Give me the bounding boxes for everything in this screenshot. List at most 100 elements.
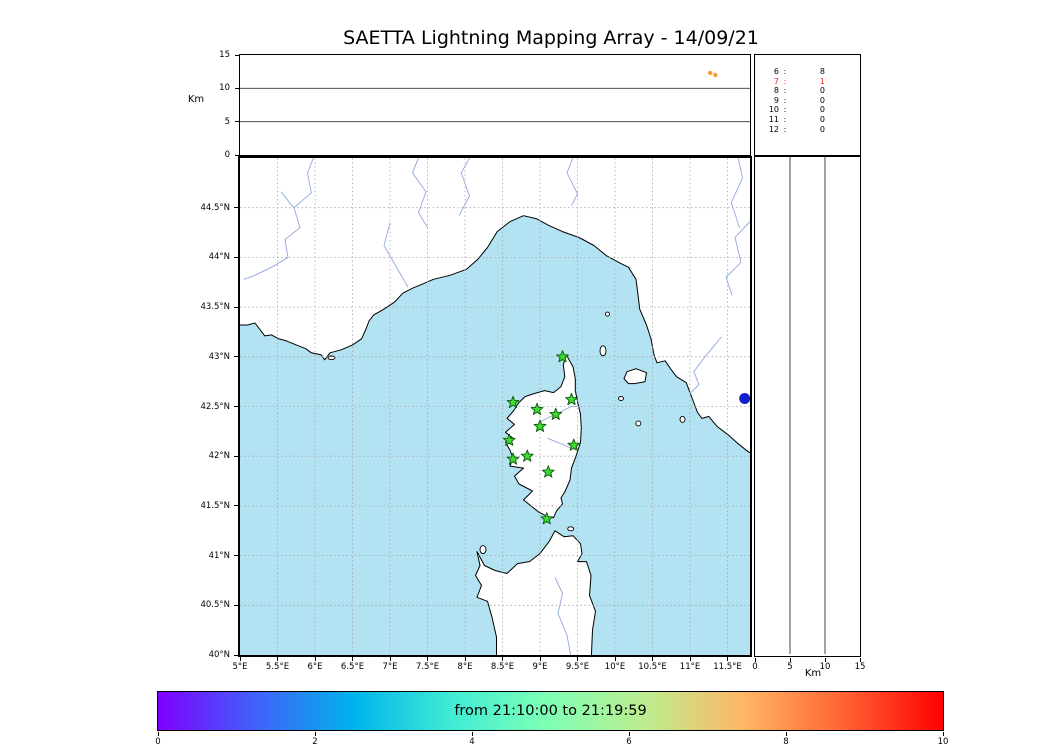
lma-station-star — [540, 512, 554, 525]
hist-tick-label: 15 — [854, 662, 866, 672]
lat-tick-mark — [234, 207, 238, 209]
lon-tick-label: 7°E — [382, 662, 398, 672]
colorbar: from 21:10:00 to 21:19:59 — [157, 691, 944, 731]
river — [554, 577, 572, 655]
lat-tick-label: 41.5°N — [200, 500, 230, 511]
colorbar-tick-label: 10 — [937, 737, 949, 747]
station-count-cell: : — [783, 105, 787, 115]
coastline-france-italy-mainland — [240, 158, 750, 454]
station-count-row: 7: 1 — [755, 77, 860, 87]
hist-tick-label: 5 — [787, 662, 793, 672]
station-count-row: 6: 8 — [755, 67, 860, 77]
histogram-axis-label: Km — [804, 668, 822, 679]
lon-tick-mark — [652, 657, 653, 661]
island-gorgona — [605, 311, 610, 317]
island-capraia — [599, 345, 607, 357]
lat-tick-mark — [234, 455, 238, 457]
station-count-cell: 0 — [819, 124, 825, 134]
station-count-cell: 0 — [819, 114, 825, 124]
lon-tick-label: 11°E — [679, 662, 701, 672]
station-count-row: 11: 0 — [755, 115, 860, 125]
lon-tick-label: 5.5°E — [265, 662, 290, 672]
hist-tick-mark — [824, 658, 826, 662]
lat-tick-mark — [234, 406, 238, 407]
station-count-row: 8: 0 — [755, 86, 860, 96]
lon-tick-mark — [427, 657, 428, 661]
lat-tick-mark — [234, 306, 238, 308]
colorbar-tick-mark — [314, 732, 316, 736]
station-count-cell: 7 — [773, 76, 779, 86]
lon-tick-label: 11.5°E — [713, 662, 742, 672]
colorbar-tick-mark — [785, 732, 787, 736]
station-count-cell: : — [783, 114, 787, 124]
station-count-table: 6:8 7:1 8:0 9:0 10:0 11:0 12:0 — [754, 54, 861, 156]
lon-tick-label: 9.5°E — [565, 662, 590, 672]
station-count-cell: : — [783, 76, 787, 86]
colorbar-tick-mark — [942, 732, 944, 736]
lon-tick-mark — [314, 657, 316, 661]
station-count-row: 10: 0 — [755, 105, 860, 115]
alt-tick-label: 10 — [219, 83, 230, 94]
hist-tick-mark — [754, 658, 756, 662]
colorbar-tick-mark — [471, 732, 473, 736]
lon-tick-label: 10°E — [604, 662, 626, 672]
station-count-cell: 6 — [773, 67, 779, 76]
lma-station-star — [506, 452, 520, 465]
lat-tick-label: 40.5°N — [200, 600, 230, 611]
lat-tick-label: 44.5°N — [200, 202, 230, 213]
colorbar-tick-mark — [628, 732, 630, 736]
coastline-corsica — [505, 354, 582, 519]
altitude-time-plot — [240, 70, 750, 123]
station-count-cell: : — [783, 86, 787, 96]
island-asinara — [479, 545, 487, 555]
lat-tick-mark — [234, 654, 238, 656]
lat-tick-label: 43.5°N — [200, 302, 230, 313]
station-count-cell: : — [783, 124, 787, 134]
lon-tick-mark — [727, 657, 728, 661]
lon-tick-label: 8°E — [457, 662, 473, 672]
lon-tick-label: 7.5°E — [415, 662, 440, 672]
lon-tick-label: 6°E — [307, 662, 323, 672]
lon-tick-label: 8.5°E — [490, 662, 515, 672]
station-count-cell: 0 — [819, 105, 825, 115]
alt-tick-label: 0 — [224, 150, 230, 160]
lat-tick-mark — [234, 505, 238, 507]
lat-tick-label: 44°N — [208, 252, 230, 263]
lat-tick-label: 43°N — [208, 351, 230, 362]
colorbar-tick-mark — [157, 732, 159, 736]
lma-station-star — [533, 419, 547, 432]
station-count-cell: 12 — [768, 124, 779, 134]
alt-tick-mark — [235, 121, 239, 123]
river — [458, 158, 471, 216]
lightning-source-dot — [713, 72, 718, 78]
lat-tick-mark — [234, 256, 238, 258]
river — [725, 220, 750, 296]
station-count-cell: 10 — [768, 105, 779, 115]
colorbar-tick-label: 6 — [626, 737, 632, 747]
river — [538, 406, 579, 423]
river — [383, 222, 409, 288]
station-count-cell: 1 — [819, 76, 825, 86]
lon-tick-mark — [277, 657, 278, 661]
island-montecristo — [635, 420, 642, 427]
colorbar-tick-label: 4 — [469, 737, 475, 747]
island-porquerolles — [327, 355, 336, 361]
station-count-cell: 8 — [773, 86, 779, 96]
lma-station-star — [530, 402, 544, 415]
lon-tick-mark — [689, 657, 691, 661]
lma-station-star — [556, 350, 569, 363]
alt-tick-label: 15 — [219, 50, 230, 60]
lma-station-star — [520, 449, 534, 462]
colorbar-tick-label: 0 — [155, 737, 161, 747]
lma-station-star — [506, 395, 520, 409]
island-giglio — [679, 415, 686, 423]
lon-tick-mark — [464, 657, 466, 661]
river — [243, 158, 314, 280]
lat-tick-label: 42.5°N — [200, 401, 230, 412]
alt-tick-mark — [235, 154, 239, 156]
island-pianosa — [618, 396, 624, 401]
alt-tick-mark — [235, 54, 239, 56]
station-count-cell: : — [783, 67, 787, 76]
island-maddalena — [567, 526, 575, 532]
